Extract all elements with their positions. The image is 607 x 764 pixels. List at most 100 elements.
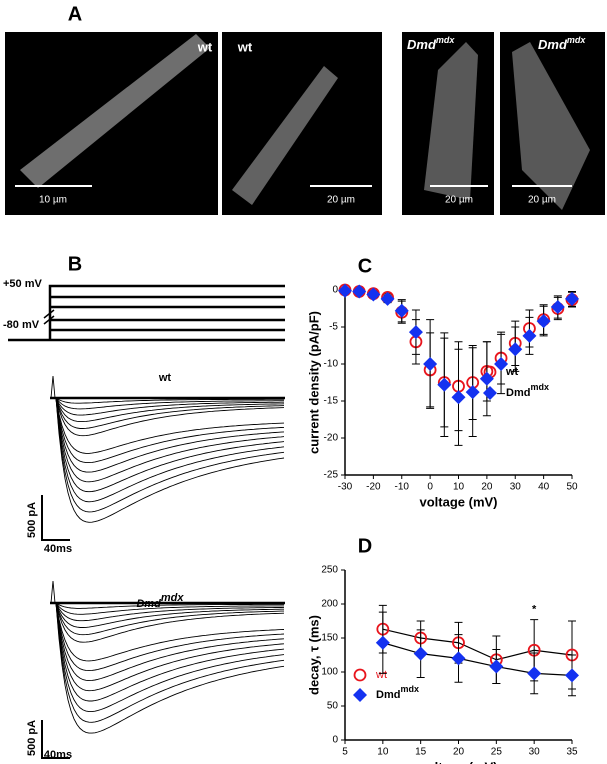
scale-label: 20 µm [528, 195, 556, 206]
cell [424, 42, 478, 200]
panel-label: A [68, 3, 82, 25]
trace [55, 397, 285, 464]
x-tick-label: 5 [342, 747, 348, 758]
scale-label: 40ms [44, 749, 72, 761]
legend-marker [353, 668, 367, 682]
trace [55, 397, 284, 410]
legend-entry: wt [505, 366, 519, 378]
marker [550, 300, 565, 315]
trace [55, 602, 285, 723]
current-traces [50, 375, 285, 734]
trace [55, 602, 284, 609]
x-tick-label: 20 [481, 482, 493, 493]
trace [55, 602, 285, 682]
axis-break [43, 309, 55, 325]
marker [437, 377, 452, 392]
image-label: Dmdmdx [407, 35, 455, 52]
x-tick-label: -10 [395, 482, 410, 493]
scale-label: 20 µm [445, 195, 473, 206]
y-tick-label: -10 [324, 359, 339, 370]
trace [55, 602, 285, 702]
marker [451, 651, 466, 666]
x-tick-label: 25 [491, 747, 503, 758]
trace [55, 602, 284, 636]
cell [20, 34, 210, 188]
legend-name: Dmd [506, 387, 530, 399]
marker [394, 303, 409, 318]
marker [380, 291, 395, 306]
micrographs [5, 32, 605, 215]
y-tick-label: 0 [332, 735, 338, 746]
marker [423, 357, 438, 371]
x-tick-label: 0 [427, 482, 433, 493]
x-tick-label: 10 [377, 747, 389, 758]
y-tick-label: -25 [324, 470, 339, 481]
marker [375, 635, 390, 650]
scale-bar [41, 720, 70, 759]
trace [55, 602, 285, 734]
label-sup: mdx [567, 35, 587, 45]
y-tick-label: -15 [324, 396, 339, 407]
trace [55, 397, 284, 416]
y-tick-label: -5 [329, 322, 338, 333]
legend-entry: Dmdmdx [376, 684, 419, 701]
x-tick-label: 40 [538, 482, 550, 493]
scale-label: 20 µm [327, 195, 355, 206]
legend-name: wt [375, 669, 387, 681]
artifact [50, 375, 56, 399]
image-label: Dmdmdx [538, 35, 586, 52]
scale-bar [41, 495, 70, 541]
trace [55, 602, 284, 628]
marker [338, 283, 352, 298]
marker [565, 668, 579, 683]
trace [55, 397, 284, 404]
marker [465, 385, 480, 400]
marker [536, 314, 551, 329]
marker [413, 646, 428, 661]
x-axis-label: voltage (mV) [419, 494, 497, 509]
marker [479, 371, 494, 386]
title-sup: mdx [161, 592, 185, 604]
marker [408, 325, 423, 340]
trace [55, 397, 285, 429]
y-tick-label: 150 [321, 633, 338, 644]
image-label: wt [237, 39, 253, 54]
legend-marker [353, 688, 367, 702]
protocol-label: -80 mV [3, 319, 40, 331]
label-main: Dmd [538, 37, 568, 52]
marker [522, 328, 537, 343]
y-tick-label: 100 [321, 667, 338, 678]
trace [55, 602, 285, 662]
trace [55, 602, 285, 672]
trace [55, 397, 285, 503]
x-tick-label: 30 [510, 482, 522, 493]
trace [55, 397, 285, 523]
y-tick-label: -20 [324, 433, 339, 444]
marker [451, 390, 466, 405]
trace [55, 397, 285, 473]
x-axis-label: voltage (mV) [419, 759, 497, 764]
y-tick-label: 0 [332, 285, 338, 296]
series-line [382, 628, 573, 661]
panel-label: D [358, 535, 372, 557]
x-tick-label: 30 [529, 747, 541, 758]
x-tick-label: 10 [453, 482, 465, 493]
scale-label: 10 µm [39, 195, 67, 206]
panel-label: C [358, 255, 372, 277]
scale-label: 40ms [44, 543, 72, 555]
y-tick-label: 50 [327, 701, 339, 712]
y-tick-label: 250 [321, 565, 338, 576]
x-tick-label: 20 [453, 747, 465, 758]
marker [527, 666, 542, 681]
marker [489, 659, 504, 674]
legend-marker [483, 386, 497, 400]
trace [55, 602, 285, 643]
panel-label: B [68, 253, 82, 275]
trace [55, 397, 285, 493]
protocol [8, 284, 285, 342]
trace [55, 397, 285, 437]
marker [494, 357, 509, 371]
series-line [382, 642, 573, 676]
trace [55, 602, 285, 692]
